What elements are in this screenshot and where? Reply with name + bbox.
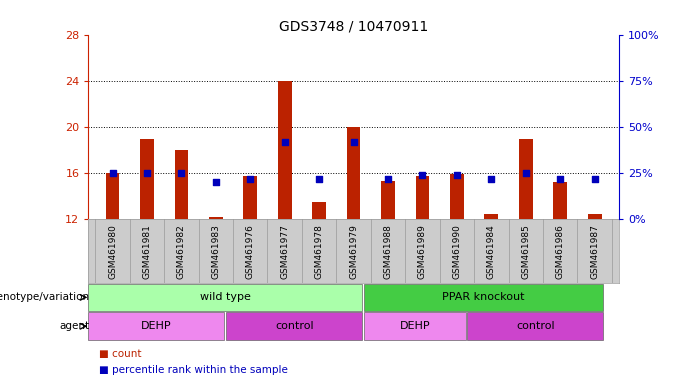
Title: GDS3748 / 10470911: GDS3748 / 10470911 xyxy=(279,20,428,33)
Bar xyxy=(415,175,429,219)
Point xyxy=(245,175,256,182)
Text: GSM461980: GSM461980 xyxy=(108,225,117,280)
Bar xyxy=(278,81,292,219)
Bar xyxy=(226,313,362,340)
Point xyxy=(452,172,462,178)
Point xyxy=(417,172,428,178)
Text: GSM461977: GSM461977 xyxy=(280,225,289,280)
Bar xyxy=(381,181,395,219)
Bar xyxy=(467,313,603,340)
Bar xyxy=(88,313,224,340)
Point xyxy=(210,179,221,185)
Text: GSM461986: GSM461986 xyxy=(556,225,565,280)
Point xyxy=(176,170,187,176)
Point xyxy=(107,170,118,176)
Bar xyxy=(243,175,257,219)
Point xyxy=(520,170,531,176)
Bar xyxy=(364,283,603,311)
Point xyxy=(279,139,290,145)
Text: GSM461976: GSM461976 xyxy=(245,225,255,280)
Text: GSM461990: GSM461990 xyxy=(452,225,462,280)
Text: GSM461981: GSM461981 xyxy=(142,225,152,280)
Point xyxy=(141,170,152,176)
Point xyxy=(313,175,324,182)
Text: GSM461987: GSM461987 xyxy=(590,225,599,280)
Bar xyxy=(347,127,360,219)
Text: GSM461985: GSM461985 xyxy=(522,225,530,280)
Text: wild type: wild type xyxy=(200,292,251,302)
Bar xyxy=(450,174,464,219)
Text: genotype/variation: genotype/variation xyxy=(0,292,89,302)
Bar xyxy=(364,313,466,340)
Bar xyxy=(88,283,362,311)
Point xyxy=(555,175,566,182)
Text: DEHP: DEHP xyxy=(399,321,430,331)
Text: GSM461988: GSM461988 xyxy=(384,225,392,280)
Text: GSM461982: GSM461982 xyxy=(177,225,186,279)
Text: control: control xyxy=(516,321,555,331)
Bar xyxy=(554,182,567,219)
Text: GSM461984: GSM461984 xyxy=(487,225,496,279)
Text: ■ count: ■ count xyxy=(99,349,141,359)
Bar xyxy=(519,139,532,219)
Bar xyxy=(175,150,188,219)
Bar xyxy=(484,214,498,219)
Text: GSM461983: GSM461983 xyxy=(211,225,220,280)
Text: GSM461978: GSM461978 xyxy=(315,225,324,280)
Text: control: control xyxy=(275,321,313,331)
Text: GSM461979: GSM461979 xyxy=(349,225,358,280)
Text: PPAR knockout: PPAR knockout xyxy=(443,292,525,302)
Bar xyxy=(209,217,223,219)
Bar xyxy=(140,139,154,219)
Text: agent: agent xyxy=(59,321,89,331)
Point xyxy=(486,175,497,182)
Point xyxy=(590,175,600,182)
Point xyxy=(348,139,359,145)
Text: ■ percentile rank within the sample: ■ percentile rank within the sample xyxy=(99,364,288,374)
Text: DEHP: DEHP xyxy=(141,321,172,331)
Bar xyxy=(105,173,120,219)
Text: GSM461989: GSM461989 xyxy=(418,225,427,280)
Point xyxy=(383,175,394,182)
Bar xyxy=(588,214,602,219)
Bar xyxy=(312,202,326,219)
